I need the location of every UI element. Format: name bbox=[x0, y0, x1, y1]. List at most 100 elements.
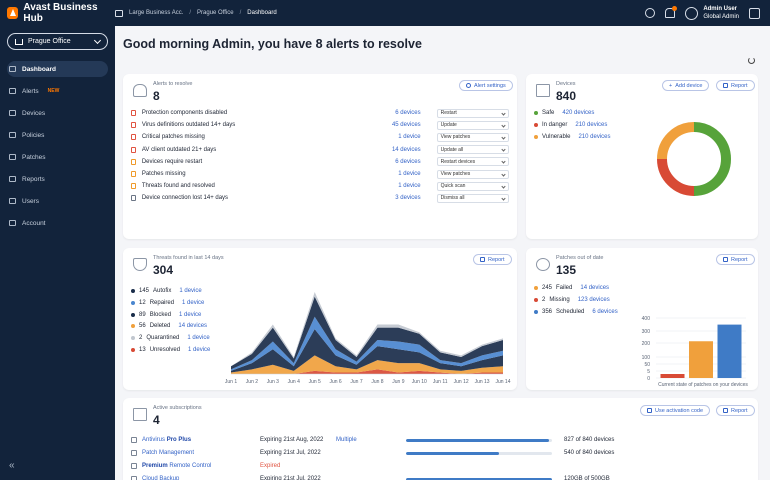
user-menu[interactable]: Admin User Global Admin bbox=[685, 5, 739, 21]
legend-label: Failed bbox=[556, 285, 573, 291]
subscription-name[interactable]: Antivirus Pro Plus bbox=[142, 437, 260, 443]
brand[interactable]: Avast Business Hub bbox=[0, 2, 115, 24]
alert-action-select[interactable]: View patches bbox=[436, 169, 509, 179]
sidebar-item-alerts[interactable]: Alerts NEW bbox=[7, 83, 108, 99]
add-device-button[interactable]: + Add device bbox=[662, 80, 710, 91]
breadcrumb-item[interactable]: Prague Office bbox=[197, 10, 234, 16]
legend-value[interactable]: 1 device bbox=[179, 288, 202, 294]
alert-device-count[interactable]: 1 device bbox=[398, 183, 421, 190]
legend-dot bbox=[131, 324, 135, 329]
donut-slice-vulnerable[interactable] bbox=[657, 122, 695, 160]
legend-value[interactable]: 1 device bbox=[188, 347, 211, 353]
legend-value[interactable]: 1 device bbox=[187, 335, 210, 342]
sidebar-item-dashboard[interactable]: Dashboard bbox=[7, 61, 108, 77]
alert-device-count[interactable]: 6 devices bbox=[395, 110, 421, 116]
alert-action-select[interactable]: Restart bbox=[436, 108, 509, 118]
subscription-name[interactable]: Premium Remote Control bbox=[142, 463, 260, 469]
sidebar-item-label: Dashboard bbox=[22, 65, 56, 73]
sidebar-item-patches[interactable]: Patches bbox=[7, 149, 108, 165]
plus-icon: + bbox=[669, 82, 673, 89]
alert-row: Protection components disabled 6 devices R… bbox=[131, 108, 509, 118]
alert-action-select[interactable]: View patches bbox=[436, 132, 509, 142]
alert-device-count[interactable]: 1 device bbox=[398, 171, 421, 177]
legend-value[interactable]: 210 devices bbox=[575, 122, 608, 128]
legend-value[interactable]: 14 devices bbox=[178, 323, 208, 330]
x-tick-label: Jun 11 bbox=[433, 379, 448, 385]
threat-legend-item: 56 Deleted 14 devices bbox=[131, 323, 207, 329]
alert-device-count[interactable]: 45 devices bbox=[391, 122, 421, 129]
app-switcher-icon[interactable] bbox=[749, 7, 760, 19]
bar-failed[interactable] bbox=[689, 341, 713, 378]
alert-action-select[interactable]: Quick scan bbox=[436, 181, 509, 191]
sidebar-item-account[interactable]: Account bbox=[7, 215, 108, 231]
site-selector[interactable]: Prague Office bbox=[7, 33, 108, 50]
alert-text: Devices require restart bbox=[141, 158, 203, 165]
legend-value[interactable]: 6 devices bbox=[592, 308, 618, 315]
legend-label: Deleted bbox=[149, 323, 171, 330]
breadcrumb-item[interactable]: Large Business Acc. bbox=[129, 10, 184, 16]
legend-dot bbox=[131, 300, 135, 305]
bar-scheduled[interactable] bbox=[717, 324, 742, 378]
donut-slice-safe[interactable] bbox=[693, 122, 731, 196]
subscription-expiry: Expiring 21st Aug, 2022 bbox=[260, 437, 324, 443]
donut-slice-in-danger[interactable] bbox=[657, 158, 695, 196]
monitor-icon bbox=[536, 84, 550, 97]
alert-action-select[interactable]: Restart devices bbox=[436, 157, 509, 167]
alert-severity-icon bbox=[131, 110, 136, 116]
legend-value[interactable]: 420 devices bbox=[562, 110, 595, 116]
collapse-sidebar-icon[interactable]: « bbox=[9, 460, 15, 471]
sidebar-item-reports[interactable]: Reports bbox=[7, 171, 108, 187]
x-tick-label: Jun 9 bbox=[392, 379, 404, 385]
alert-action-select[interactable]: Update bbox=[436, 120, 509, 130]
home-icon bbox=[115, 9, 123, 17]
subscription-name[interactable]: Cloud Backup bbox=[142, 476, 260, 480]
usage-bar bbox=[406, 451, 552, 455]
activation-label: Use activation code bbox=[655, 407, 703, 414]
alert-text: Critical patches missing bbox=[141, 134, 205, 141]
y-tick-label: 300 bbox=[642, 329, 651, 335]
subscription-row: Patch Management Expiring 21st Jul, 2022 5… bbox=[131, 448, 701, 458]
report-label: Report bbox=[488, 256, 505, 263]
legend-value[interactable]: 1 device bbox=[182, 299, 205, 306]
alert-row: Virus definitions outdated 14+ days 45 de… bbox=[131, 120, 509, 130]
patch-legend-item: 2 Missing 123 devices bbox=[534, 297, 610, 303]
x-tick-label: Jun 3 bbox=[267, 379, 279, 385]
alert-device-count[interactable]: 3 devices bbox=[395, 195, 421, 202]
x-tick-label: Jun 7 bbox=[350, 379, 362, 385]
subscription-name[interactable]: Patch Management bbox=[142, 450, 260, 456]
bar-missing[interactable] bbox=[660, 374, 685, 378]
patches-report-button[interactable]: Report bbox=[716, 254, 755, 265]
legend-value[interactable]: 123 devices bbox=[577, 296, 610, 303]
breadcrumb-current: Dashboard bbox=[247, 10, 277, 16]
alert-action-select[interactable]: Dismiss all bbox=[436, 193, 509, 203]
legend-value[interactable]: 1 device bbox=[179, 311, 202, 318]
threats-report-button[interactable]: Report bbox=[473, 254, 512, 265]
alert-row: Devices require restart 6 devices Restart … bbox=[131, 157, 509, 167]
subscription-extra[interactable]: Multiple bbox=[336, 437, 357, 443]
x-tick-label: Jun 13 bbox=[475, 379, 490, 385]
legend-label: Quarantined bbox=[146, 335, 180, 342]
devices-report-button[interactable]: Report bbox=[716, 80, 755, 91]
alert-row: AV client outdated 21+ days 14 devices Upd… bbox=[131, 145, 509, 155]
legend-dot bbox=[534, 286, 538, 290]
refresh-icon[interactable] bbox=[748, 57, 755, 64]
app-title: Avast Business Hub bbox=[23, 2, 98, 24]
building-icon bbox=[15, 38, 23, 45]
alert-settings-button[interactable]: Alert settings bbox=[459, 80, 513, 91]
sidebar-item-users[interactable]: Users bbox=[7, 193, 108, 209]
subscriptions-report-button[interactable]: Report bbox=[716, 405, 755, 416]
notification-icon[interactable] bbox=[665, 6, 678, 18]
alert-action-select[interactable]: Update all bbox=[436, 145, 509, 155]
legend-value[interactable]: 14 devices bbox=[580, 285, 610, 291]
sidebar-item-policies[interactable]: Policies bbox=[7, 127, 108, 143]
threat-legend-item: 12 Repaired 1 device bbox=[131, 300, 204, 306]
alert-device-count[interactable]: 6 devices bbox=[395, 158, 421, 165]
sidebar-item-devices[interactable]: Devices bbox=[7, 105, 108, 121]
patch-legend-item: 356 Scheduled 6 devices bbox=[534, 309, 618, 315]
settings-icon[interactable] bbox=[645, 8, 656, 18]
alert-device-count[interactable]: 1 device bbox=[398, 134, 421, 141]
legend-value[interactable]: 210 devices bbox=[578, 134, 611, 140]
use-activation-code-button[interactable]: Use activation code bbox=[640, 405, 710, 416]
y-tick-label: 400 bbox=[642, 316, 651, 322]
alert-device-count[interactable]: 14 devices bbox=[391, 146, 421, 153]
